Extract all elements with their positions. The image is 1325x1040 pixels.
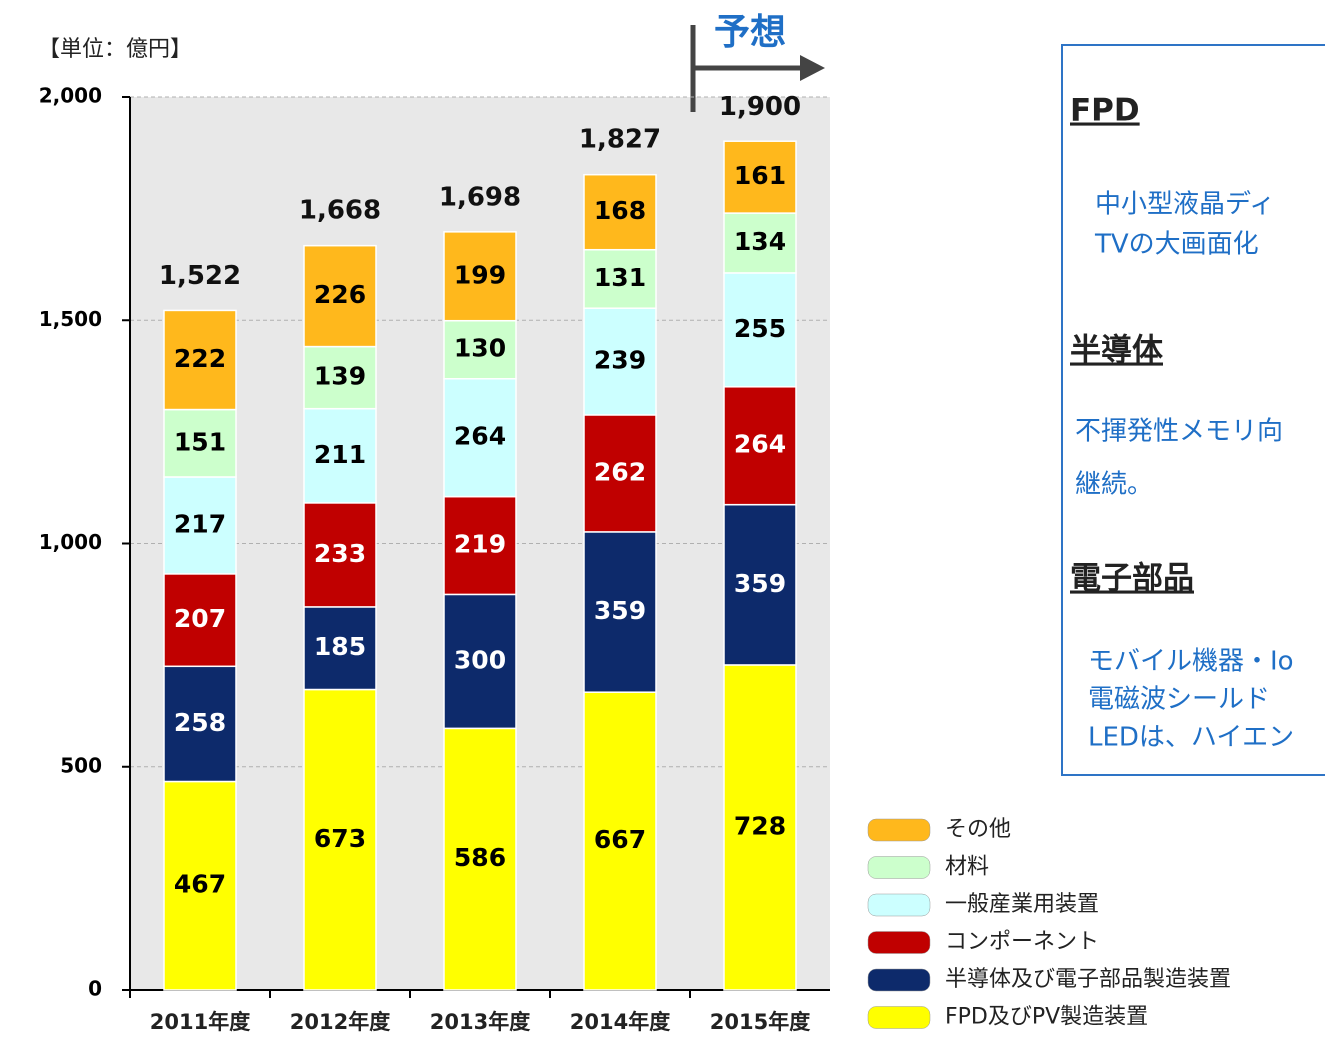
value-label: 728 xyxy=(734,811,786,840)
bar-segment xyxy=(163,309,237,411)
value-label: 211 xyxy=(314,440,366,469)
y-tick-label: 1,000 xyxy=(39,530,102,554)
value-label: 262 xyxy=(594,457,646,486)
value-label: 239 xyxy=(594,346,646,375)
value-label: 300 xyxy=(454,645,506,674)
value-label: 185 xyxy=(314,632,366,661)
value-label: 359 xyxy=(734,569,786,598)
value-label: 264 xyxy=(734,430,786,459)
x-tick-label: 2013年度 xyxy=(430,1010,530,1034)
bar-segment xyxy=(723,386,797,506)
value-label: 226 xyxy=(314,280,366,309)
section-heading: FPD xyxy=(1070,93,1140,129)
section-text: LEDは、ハイエン xyxy=(1088,723,1294,753)
bar-segment xyxy=(303,688,377,991)
bar-segment xyxy=(443,593,517,730)
arrow-head xyxy=(800,55,825,81)
bar-segment xyxy=(303,606,377,691)
bar-segment xyxy=(583,691,657,991)
value-label: 134 xyxy=(734,227,786,256)
value-label: 161 xyxy=(734,161,786,190)
value-label: 264 xyxy=(454,422,506,451)
x-tick-label: 2015年度 xyxy=(710,1010,810,1034)
forecast-label: 予想 xyxy=(714,12,786,53)
value-label: 222 xyxy=(174,344,226,373)
value-label: 217 xyxy=(174,509,226,538)
legend-swatch xyxy=(867,893,931,917)
legend-swatch xyxy=(867,818,931,842)
bar-segment xyxy=(583,414,657,533)
section-heading: 電子部品 xyxy=(1070,561,1194,597)
section-text: 中小型液晶ディ xyxy=(1095,190,1275,220)
legend-label: 材料 xyxy=(945,855,989,880)
sidebar-box xyxy=(1061,44,1325,776)
bar-segment xyxy=(583,307,657,416)
legend-swatch xyxy=(867,1006,931,1029)
value-label: 168 xyxy=(594,196,646,225)
value-label: 151 xyxy=(174,427,226,456)
legend-label: コンポーネント xyxy=(945,930,1099,955)
bar-segment xyxy=(583,173,657,251)
value-label: 467 xyxy=(174,870,226,899)
value-label: 131 xyxy=(594,263,646,292)
legend-label: 一般産業用装置 xyxy=(945,892,1099,917)
legend-swatch xyxy=(867,968,931,992)
bar-segment xyxy=(443,231,517,322)
bar-segment xyxy=(723,503,797,666)
legend-label: その他 xyxy=(945,817,1011,842)
value-label: 673 xyxy=(314,824,366,853)
section-text: 継続。 xyxy=(1075,470,1153,500)
total-label: 1,522 xyxy=(159,261,241,291)
section-text: TVの大画面化 xyxy=(1094,230,1259,260)
total-label: 1,698 xyxy=(439,182,521,212)
bar-segment xyxy=(163,665,237,783)
section-text: 電磁波シールド xyxy=(1088,685,1270,715)
y-tick-label: 2,000 xyxy=(39,84,102,108)
value-label: 586 xyxy=(454,843,506,872)
bar-segment xyxy=(303,244,377,348)
bar-segment xyxy=(723,664,797,991)
value-label: 139 xyxy=(314,362,366,391)
bar-segment xyxy=(723,140,797,214)
x-tick-label: 2014年度 xyxy=(570,1010,670,1034)
value-label: 219 xyxy=(454,530,506,559)
section-heading: 半導体 xyxy=(1070,333,1163,369)
legend-swatch xyxy=(867,931,931,954)
total-label: 1,668 xyxy=(299,196,381,226)
value-label: 207 xyxy=(174,604,226,633)
bar-segment xyxy=(723,212,797,274)
unit-label: 【単位：億円】 xyxy=(38,37,192,62)
value-label: 359 xyxy=(594,596,646,625)
x-tick-label: 2011年度 xyxy=(150,1010,250,1034)
bar-segment xyxy=(303,407,377,504)
bar-segment xyxy=(583,248,657,309)
bar-segment xyxy=(443,495,517,596)
bar-segment xyxy=(163,573,237,668)
value-label: 233 xyxy=(314,539,366,568)
legend-label: FPD及びPV製造装置 xyxy=(945,1005,1148,1030)
value-label: 667 xyxy=(594,825,646,854)
bar-segment xyxy=(163,780,237,991)
x-tick-label: 2012年度 xyxy=(290,1010,390,1034)
value-label: 199 xyxy=(454,260,506,289)
legend-swatch xyxy=(867,856,931,879)
bar-segment xyxy=(583,531,657,693)
section-text: 不揮発性メモリ向 xyxy=(1075,417,1283,447)
y-tick-label: 500 xyxy=(60,753,102,777)
legend-label: 半導体及び電子部品製造装置 xyxy=(945,967,1231,992)
section-text: モバイル機器・Io xyxy=(1088,647,1294,677)
y-tick-label: 0 xyxy=(88,977,102,1001)
value-label: 130 xyxy=(454,334,506,363)
total-label: 1,900 xyxy=(719,92,801,122)
y-tick-label: 1,500 xyxy=(39,307,102,331)
total-label: 1,827 xyxy=(579,125,661,155)
bar-segment xyxy=(723,272,797,388)
value-label: 258 xyxy=(174,708,226,737)
value-label: 255 xyxy=(734,314,786,343)
